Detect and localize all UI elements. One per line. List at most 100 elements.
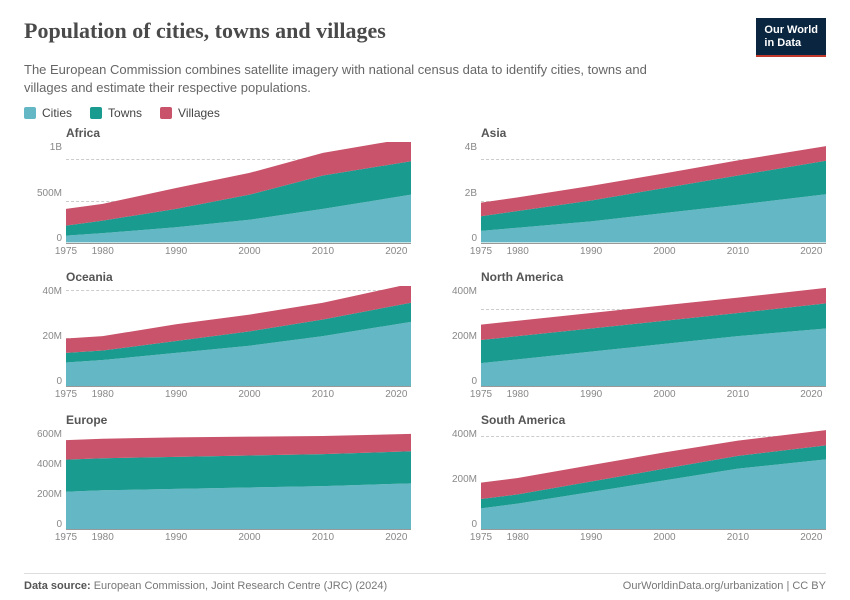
stacked-area-svg [66, 286, 411, 386]
swatch-towns [90, 107, 102, 119]
y-axis: 400M200M0 [439, 429, 481, 546]
y-tick-label: 0 [471, 519, 477, 530]
panel-title: Asia [481, 126, 826, 140]
legend: Cities Towns Villages [24, 106, 826, 120]
y-tick-label: 20M [43, 331, 62, 342]
x-tick-label: 1980 [507, 246, 529, 257]
plot-area[interactable] [481, 142, 826, 243]
chart-container: Population of cities, towns and villages… [0, 0, 850, 600]
x-tick-label: 1975 [470, 389, 492, 400]
plot-column: 197519801990200020102020 [66, 142, 411, 259]
x-axis: 197519801990200020102020 [481, 530, 826, 546]
panel-north-america: North America400M200M0197519801990200020… [439, 270, 826, 403]
legend-label-towns: Towns [108, 106, 142, 120]
stacked-area-svg [481, 142, 826, 242]
x-tick-label: 2000 [653, 246, 675, 257]
x-tick-label: 1975 [470, 532, 492, 543]
x-tick-label: 2000 [238, 389, 260, 400]
logo-line-2: in Data [764, 37, 801, 49]
y-tick-label: 0 [471, 376, 477, 387]
swatch-cities [24, 107, 36, 119]
y-tick-label: 0 [56, 233, 62, 244]
legend-item-towns[interactable]: Towns [90, 106, 142, 120]
chart-wrap: 600M400M200M0197519801990200020102020 [24, 429, 411, 546]
x-tick-label: 2020 [800, 246, 822, 257]
plot-area[interactable] [66, 142, 411, 243]
panel-oceania: Oceania40M20M0197519801990200020102020 [24, 270, 411, 403]
y-tick-label: 4B [465, 142, 477, 153]
y-tick-label: 600M [37, 429, 62, 440]
y-tick-label: 500M [37, 188, 62, 199]
plot-area[interactable] [481, 286, 826, 387]
chart-wrap: 400M200M0197519801990200020102020 [439, 286, 826, 403]
x-tick-label: 2010 [312, 532, 334, 543]
panel-title: Africa [66, 126, 411, 140]
plot-area[interactable] [66, 286, 411, 387]
x-tick-label: 2000 [653, 389, 675, 400]
stacked-area-svg [481, 429, 826, 529]
x-tick-label: 1990 [165, 389, 187, 400]
legend-label-villages: Villages [178, 106, 220, 120]
x-axis: 197519801990200020102020 [481, 387, 826, 403]
stacked-area-svg [66, 142, 411, 242]
y-tick-label: 0 [56, 519, 62, 530]
footer-source: Data source: European Commission, Joint … [24, 580, 387, 592]
plot-column: 197519801990200020102020 [481, 286, 826, 403]
x-tick-label: 2020 [385, 246, 407, 257]
y-tick-label: 1B [50, 142, 62, 153]
stacked-area-svg [481, 286, 826, 386]
legend-item-cities[interactable]: Cities [24, 106, 72, 120]
x-tick-label: 1980 [507, 532, 529, 543]
x-tick-label: 1990 [580, 532, 602, 543]
x-tick-label: 1980 [92, 532, 114, 543]
x-tick-label: 2010 [312, 389, 334, 400]
y-axis: 40M 20M 0 [24, 286, 66, 403]
x-tick-label: 1975 [55, 532, 77, 543]
x-tick-label: 2010 [727, 389, 749, 400]
y-axis: 600M400M200M0 [24, 429, 66, 546]
panel-south-america: South America400M200M0197519801990200020… [439, 413, 826, 546]
plot-column: 197519801990200020102020 [481, 429, 826, 546]
y-tick-label: 0 [471, 233, 477, 244]
x-tick-label: 1975 [55, 389, 77, 400]
x-axis: 197519801990200020102020 [66, 387, 411, 403]
panel-asia: Asia4B2B0197519801990200020102020 [439, 126, 826, 259]
y-tick-label: 2B [465, 188, 477, 199]
title-block: Population of cities, towns and villages [24, 18, 386, 44]
subtitle: The European Commission combines satelli… [24, 61, 664, 96]
owid-logo: Our World in Data [756, 18, 826, 57]
y-axis: 4B 2B 0 [439, 142, 481, 259]
chart-wrap: 4B2B0197519801990200020102020 [439, 142, 826, 259]
plot-area[interactable] [481, 429, 826, 530]
x-tick-label: 1975 [55, 246, 77, 257]
x-tick-label: 2020 [800, 532, 822, 543]
legend-label-cities: Cities [42, 106, 72, 120]
plot-column: 197519801990200020102020 [66, 429, 411, 546]
x-tick-label: 1980 [507, 389, 529, 400]
x-tick-label: 2010 [727, 246, 749, 257]
legend-item-villages[interactable]: Villages [160, 106, 220, 120]
footer: Data source: European Commission, Joint … [24, 573, 826, 592]
footer-source-label: Data source: [24, 580, 91, 592]
y-axis: 1B 500M 0 [24, 142, 66, 259]
header: Population of cities, towns and villages… [24, 18, 826, 57]
x-tick-label: 2000 [653, 532, 675, 543]
x-tick-label: 1990 [165, 246, 187, 257]
x-axis: 197519801990200020102020 [66, 530, 411, 546]
chart-wrap: 1B500M0197519801990200020102020 [24, 142, 411, 259]
y-tick-label: 400M [452, 286, 477, 297]
x-tick-label: 2000 [238, 246, 260, 257]
logo-line-1: Our World [764, 24, 818, 36]
y-tick-label: 0 [56, 376, 62, 387]
x-tick-label: 1990 [165, 532, 187, 543]
y-axis: 400M 200M 0 [439, 286, 481, 403]
x-tick-label: 1980 [92, 246, 114, 257]
x-tick-label: 1990 [580, 389, 602, 400]
area-cities [66, 483, 411, 529]
plot-column: 197519801990200020102020 [66, 286, 411, 403]
y-tick-label: 40M [43, 286, 62, 297]
plot-area[interactable] [66, 429, 411, 530]
y-tick-label: 200M [452, 331, 477, 342]
y-tick-label: 200M [452, 474, 477, 485]
page-title: Population of cities, towns and villages [24, 18, 386, 44]
